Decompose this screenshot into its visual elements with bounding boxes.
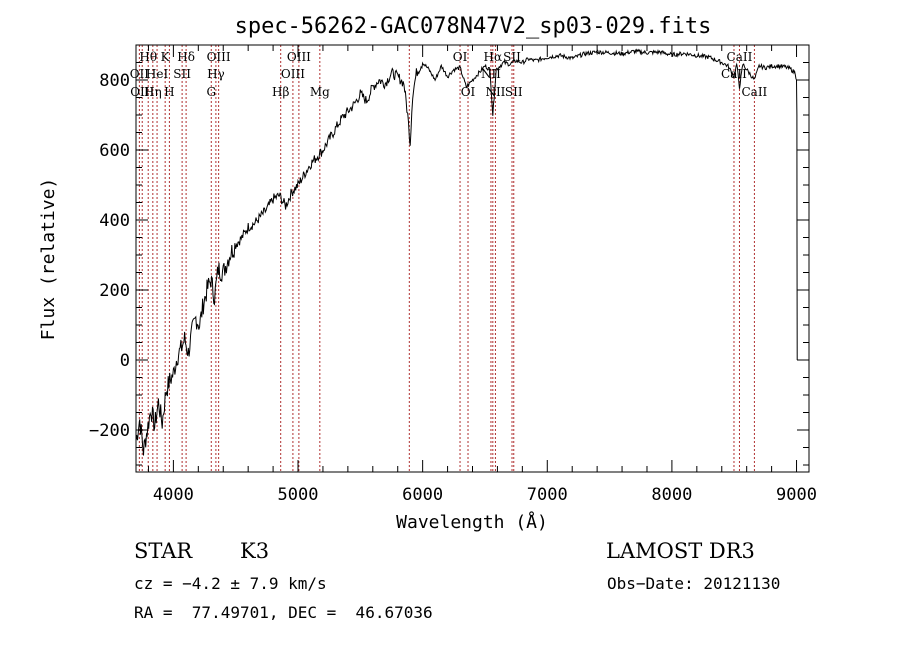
line-label: CaII [741, 85, 767, 99]
x-tick-label: 8000 [651, 485, 692, 505]
plot-frame [135, 44, 810, 473]
line-label: NII [481, 67, 501, 81]
line-label: OIII [281, 67, 305, 81]
line-label: OI [453, 50, 468, 64]
line-label: SII [503, 50, 521, 64]
x-tick-label: 4000 [153, 485, 194, 505]
obs-date: Obs−Date: 20121130 [607, 574, 781, 593]
line-label: HeI [146, 67, 169, 81]
spectrum-line [135, 48, 798, 456]
line-label: Hβ [272, 85, 289, 99]
axis-tick-labels: 4000 5000 6000 7000 8000 9000 −200 0 200 400 600 80… [89, 71, 817, 505]
x-tick-label: 7000 [527, 485, 568, 505]
spectral-line-markers [138, 45, 755, 472]
line-label: SII [505, 85, 523, 99]
y-tick-label: 600 [99, 141, 130, 161]
line-label: OIII [207, 50, 231, 64]
redshift: cz = −4.2 ± 7.9 km/s [134, 574, 327, 593]
x-tick-label: 9000 [776, 485, 817, 505]
line-label: Hδ [177, 50, 195, 64]
line-label: NII [485, 85, 505, 99]
line-label: OI [461, 85, 476, 99]
object-class: STAR [134, 539, 193, 563]
y-tick-label: 800 [99, 71, 130, 91]
y-tick-label: 0 [120, 351, 130, 371]
line-label: H [164, 85, 174, 99]
axis-ticks [136, 44, 809, 472]
line-label: OIII [287, 50, 311, 64]
spectrum-series [135, 48, 798, 456]
line-label: Hα [484, 50, 503, 64]
line-label: OII [130, 67, 150, 81]
spectral-line-labels: OII OIII Hθ Hη HeI K H SII Hδ G Hγ OIII Hβ OIII OIII Mg… [130, 50, 768, 99]
line-label: Mg [310, 85, 330, 99]
line-label: OIII [130, 85, 154, 99]
line-label: Hγ [207, 67, 225, 81]
line-label: Hη [144, 85, 162, 99]
line-label: K [161, 50, 171, 64]
line-label: Hθ [139, 50, 157, 64]
x-tick-label: 5000 [278, 485, 319, 505]
y-tick-label: 400 [99, 211, 130, 231]
line-label: G [206, 85, 216, 99]
y-axis-label: Flux (relative) [38, 178, 59, 341]
survey-name: LAMOST DR3 [606, 539, 755, 563]
x-axis-label: Wavelength (Å) [396, 511, 548, 533]
chart-title: spec-56262-GAC078N47V2_sp03-029.fits [235, 14, 712, 39]
line-label: CaII [727, 50, 753, 64]
y-tick-label: 200 [99, 281, 130, 301]
line-label: SII [173, 67, 191, 81]
x-tick-label: 6000 [402, 485, 443, 505]
y-tick-label: −200 [89, 421, 130, 441]
coordinates: RA = 77.49701, DEC = 46.67036 [134, 603, 433, 622]
subclass: K3 [240, 539, 270, 563]
line-label: CaII [721, 67, 747, 81]
